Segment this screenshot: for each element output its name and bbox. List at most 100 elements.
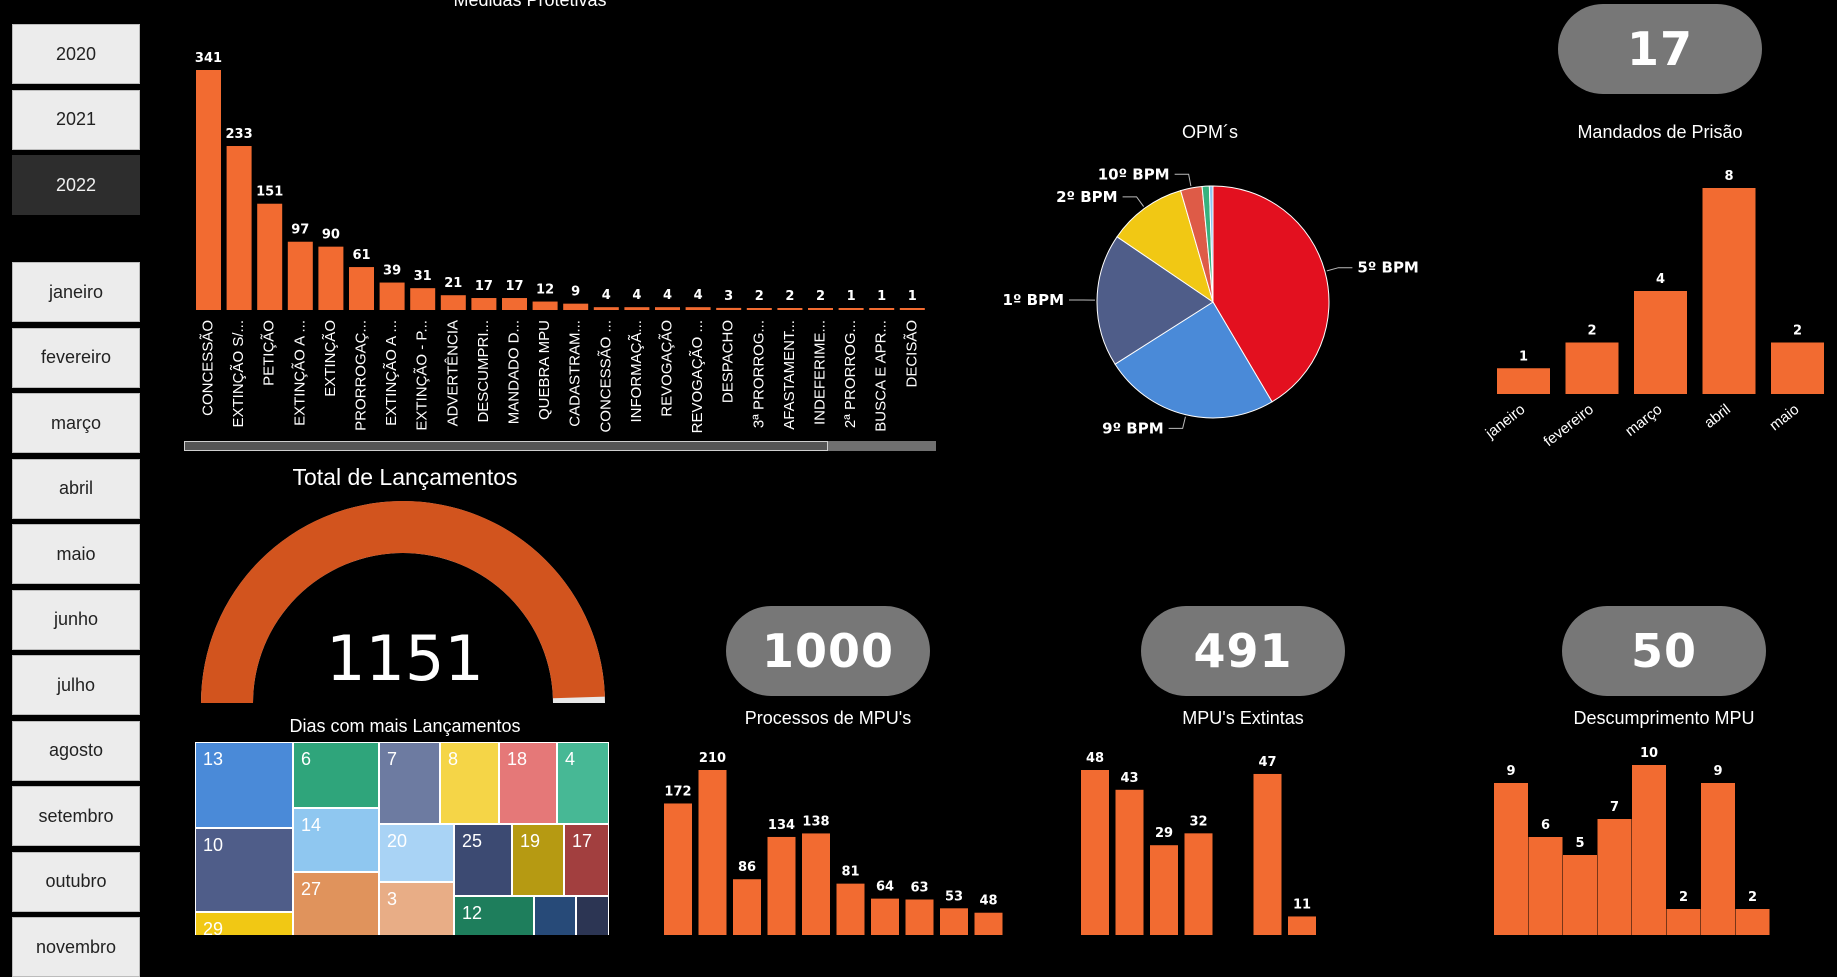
bar[interactable] xyxy=(1150,845,1178,935)
bar[interactable] xyxy=(716,307,742,310)
bar[interactable] xyxy=(899,308,925,310)
treemap-cell[interactable]: 8 xyxy=(440,742,499,824)
treemap-cell[interactable]: 27 xyxy=(293,872,379,935)
month-button-agosto[interactable]: agosto xyxy=(12,720,140,781)
bar[interactable] xyxy=(1666,909,1701,935)
bar[interactable] xyxy=(532,301,558,310)
bar[interactable] xyxy=(318,246,344,310)
bar[interactable] xyxy=(1081,770,1109,935)
bar[interactable] xyxy=(1184,833,1213,935)
treemap-cell[interactable]: 29 xyxy=(195,912,293,935)
treemap-cell[interactable]: 19 xyxy=(512,824,564,896)
month-button-novembro[interactable]: novembro xyxy=(12,917,140,977)
month-button-abril[interactable]: abril xyxy=(12,458,140,519)
pie-slice[interactable] xyxy=(1114,301,1273,419)
bar[interactable] xyxy=(802,833,830,935)
bar[interactable] xyxy=(655,307,680,310)
bar[interactable] xyxy=(777,308,803,310)
pie-slice[interactable] xyxy=(1212,185,1330,403)
bar[interactable] xyxy=(733,879,761,935)
treemap-cell[interactable]: 12 xyxy=(454,896,534,935)
bar[interactable] xyxy=(1115,789,1144,935)
year-button-2021[interactable]: 2021 xyxy=(12,89,140,150)
bar[interactable] xyxy=(287,241,313,310)
bar[interactable] xyxy=(410,288,436,310)
bar[interactable] xyxy=(869,308,895,310)
medidas-scrollbar-thumb[interactable] xyxy=(184,441,828,451)
month-button-janeiro[interactable]: janeiro xyxy=(12,262,140,322)
bar[interactable] xyxy=(1771,342,1824,395)
bar-value-label: 7 xyxy=(1610,800,1619,815)
bar[interactable] xyxy=(698,770,727,935)
bar-value-label: 2 xyxy=(1679,890,1688,905)
month-button-maio[interactable]: maio xyxy=(12,524,140,584)
bar[interactable] xyxy=(1701,783,1735,935)
month-button-fevereiro[interactable]: fevereiro xyxy=(12,327,140,388)
bar[interactable] xyxy=(1735,909,1770,935)
extintas-title: MPU's Extintas xyxy=(1182,708,1304,728)
bar[interactable] xyxy=(940,908,968,935)
category-label: março xyxy=(1622,401,1665,440)
bar[interactable] xyxy=(593,307,619,310)
month-button-setembro[interactable]: setembro xyxy=(12,786,140,846)
treemap-cell[interactable]: 6 xyxy=(293,742,379,808)
treemap-cell[interactable]: 14 xyxy=(293,808,379,872)
treemap-cell[interactable]: 18 xyxy=(499,742,557,824)
bar[interactable] xyxy=(1632,765,1666,935)
bar[interactable] xyxy=(1494,783,1528,935)
bar[interactable] xyxy=(440,295,466,310)
month-button-junho[interactable]: junho xyxy=(12,589,140,650)
bar[interactable] xyxy=(1634,291,1687,394)
bar[interactable] xyxy=(226,146,252,310)
bar[interactable] xyxy=(746,308,772,310)
bar[interactable] xyxy=(471,298,497,310)
pie-slice[interactable] xyxy=(1096,236,1214,365)
treemap-cell[interactable]: 25 xyxy=(454,824,512,896)
year-button-2020[interactable]: 2020 xyxy=(12,24,140,84)
month-button-outubro[interactable]: outubro xyxy=(12,851,140,912)
treemap-cell[interactable]: 10 xyxy=(195,828,293,912)
bar[interactable] xyxy=(257,203,283,310)
bar[interactable] xyxy=(196,70,221,310)
bar[interactable] xyxy=(974,912,1003,935)
bar[interactable] xyxy=(563,303,589,310)
treemap-cell[interactable] xyxy=(534,896,576,935)
bar[interactable] xyxy=(871,898,899,935)
bar[interactable] xyxy=(1565,342,1619,395)
bar[interactable] xyxy=(808,308,833,310)
treemap-cell[interactable]: 20 xyxy=(379,824,454,882)
bar[interactable] xyxy=(502,298,527,310)
bar[interactable] xyxy=(664,803,692,935)
bar[interactable] xyxy=(685,307,711,310)
bar[interactable] xyxy=(905,899,934,936)
treemap-cell[interactable]: 3 xyxy=(379,882,454,935)
year-button-2022[interactable]: 2022 xyxy=(12,155,140,215)
bar[interactable] xyxy=(379,282,405,310)
pie-slice[interactable] xyxy=(1116,189,1214,304)
month-button-julho[interactable]: julho xyxy=(12,655,140,715)
treemap-cell[interactable]: 17 xyxy=(564,824,609,896)
treemap-cell[interactable] xyxy=(576,896,609,935)
bar[interactable] xyxy=(624,307,650,310)
bar[interactable] xyxy=(1253,773,1282,935)
bar[interactable] xyxy=(767,836,796,935)
mandados-title: Mandados de Prisão xyxy=(1577,122,1743,142)
category-label: EXTINÇÃO A ... xyxy=(291,320,308,426)
bar[interactable] xyxy=(1597,819,1632,935)
pie-slice[interactable] xyxy=(1208,185,1214,303)
bar[interactable] xyxy=(836,883,865,935)
bar[interactable] xyxy=(1563,855,1597,935)
month-button-março[interactable]: março xyxy=(12,393,140,453)
bar[interactable] xyxy=(1288,916,1316,935)
bar[interactable] xyxy=(838,308,864,310)
treemap-cell[interactable]: 4 xyxy=(557,742,609,824)
medidas-scrollbar[interactable] xyxy=(184,441,936,451)
bar[interactable] xyxy=(1497,368,1550,394)
bar[interactable] xyxy=(1528,837,1563,935)
bar-value-label: 61 xyxy=(352,248,370,263)
treemap-cell[interactable]: 13 xyxy=(195,742,293,828)
treemap-cell[interactable]: 7 xyxy=(379,742,440,824)
bar[interactable] xyxy=(1702,188,1756,394)
bar[interactable] xyxy=(349,267,374,310)
